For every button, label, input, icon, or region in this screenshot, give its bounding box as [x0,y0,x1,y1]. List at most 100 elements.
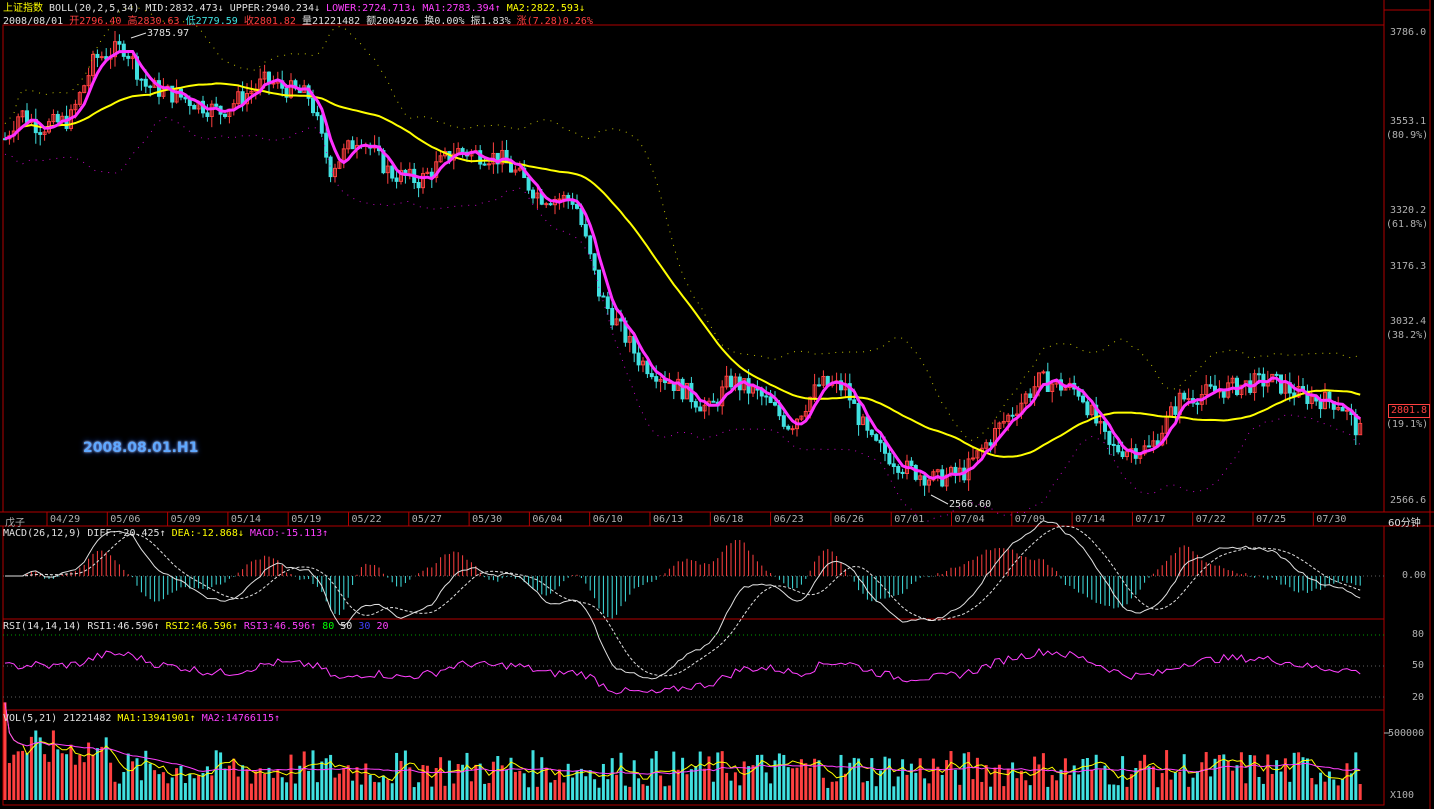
candle-body [773,402,777,406]
volume-bar [188,773,192,800]
price-axis-label: (38.2%) [1386,330,1429,341]
volume-bar [676,769,680,800]
volume-bar [905,774,909,800]
candle-body [1120,451,1125,458]
volume-bar [1033,756,1037,800]
volume-bar [654,751,658,800]
volume-bar [1345,763,1349,800]
macd-name: MACD(26,12,9) [3,528,82,539]
volume-bar [1081,758,1085,800]
rsi-level-80: 80 [322,621,335,632]
volume-bar [852,757,856,800]
volume-bar [1094,754,1098,800]
volume-bar [443,785,447,800]
volume-bar [1182,754,1186,800]
rsi-level-50: 50 [340,621,353,632]
volume-bar [808,767,812,800]
volume-bar [1314,784,1318,800]
volume-bar [249,783,253,800]
candle-body [20,110,25,118]
boll-lower-line [4,116,1361,522]
candle-body [1023,393,1028,404]
volume-bar [408,767,412,800]
volume-bar [161,772,165,800]
volume-bar [949,751,953,800]
volume-bar [95,748,99,800]
candle-body [1221,390,1226,398]
volume-bar [742,761,746,800]
macd-diff-line [5,520,1361,680]
candle-body [535,192,540,199]
volume-bar [1050,775,1054,800]
candle-body [861,416,865,426]
candle-body [1186,398,1191,401]
candle-body [764,395,769,398]
candle-body [891,463,896,467]
volume-bar [821,777,825,800]
volume-bar [716,752,720,800]
volume-bar [1068,774,1072,800]
candle-body [575,203,579,209]
volume-bar [857,758,861,800]
price-axis-label: (61.8%) [1386,219,1429,230]
vol-axis-label: 500000 [1388,728,1425,739]
period-selector[interactable]: 60分钟 [1388,518,1421,529]
candle-body [874,434,879,441]
rsi-line [4,647,1361,695]
candle-body [1085,401,1090,416]
volume-bar [148,763,152,800]
volume-bar [179,765,183,800]
date-axis-era: 戊子 [5,518,25,529]
volume-bar [953,769,957,800]
candle-body [927,479,931,486]
volume-bar [263,773,267,800]
candle-body [390,165,395,179]
volume-bar [1041,753,1045,800]
vol-ma1: MA1:13941901 [117,713,190,724]
candle-body [192,104,197,110]
volume-bar [417,782,421,800]
volume-bar [126,753,130,800]
candle-body [1195,402,1200,405]
candle-body [64,115,69,129]
volume-bar [1248,754,1252,800]
volume-bar [434,768,438,800]
volume-bar [791,768,795,800]
candle-body [1279,374,1283,394]
volume-bar [1336,785,1340,800]
volume-bar [298,765,302,800]
volume-bar [896,776,900,800]
volume-bar [483,783,487,800]
date-axis-label: 05/09 [170,514,201,525]
volume-bar [1129,774,1133,800]
volume-bar [817,760,821,800]
volume-bar [615,774,619,800]
volume-bar [439,757,443,800]
volume-panel [3,702,1390,800]
volume-bar [183,783,187,800]
boll-upper-line [4,6,1361,442]
volume-bar [104,737,108,800]
volume-bar [874,786,878,800]
candle-body [900,471,905,475]
volume-bar [637,778,641,800]
candle-body [416,181,421,189]
candle-body [649,373,654,378]
watermark-label: 2008.08.01.H1 [83,440,199,456]
volume-bar [645,785,649,800]
volume-bar [1085,757,1089,800]
volume-bar [769,783,773,800]
volume-bar [641,784,645,800]
volume-bar [1275,760,1279,800]
volume-bar [425,765,429,800]
candle-body [1081,395,1085,403]
volume-bar [122,772,126,800]
candle-body [284,87,289,98]
volume-bar [456,763,460,800]
volume-bar [588,770,592,800]
volume-bar [927,783,931,800]
candle-body [1041,371,1046,374]
volume-bar [729,780,733,800]
